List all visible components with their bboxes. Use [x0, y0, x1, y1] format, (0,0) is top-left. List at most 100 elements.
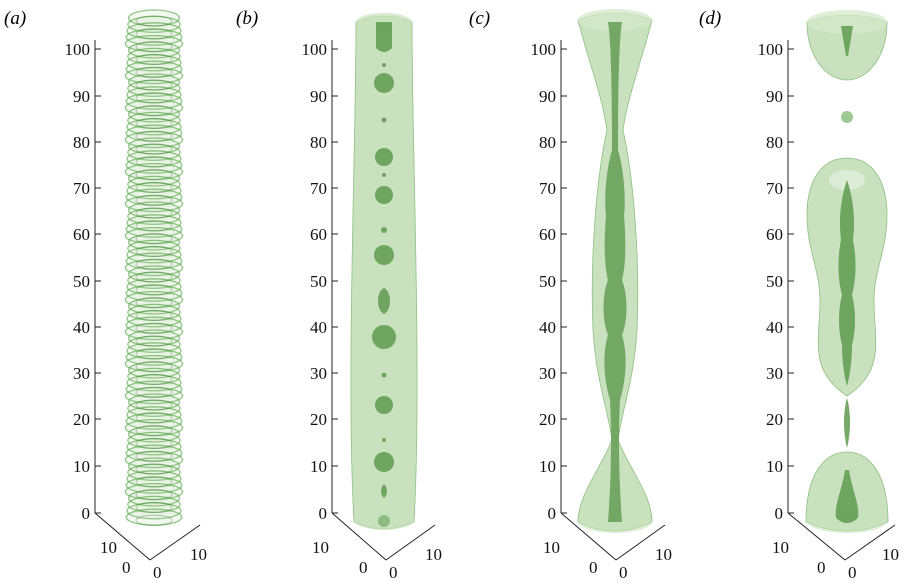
panel-label-c: (c): [469, 8, 490, 29]
inner-ring-a: [135, 450, 173, 462]
ring-a: [125, 412, 183, 430]
ring-a: [126, 502, 182, 520]
base-tick-b-left-10: 10: [312, 538, 329, 557]
tick-label-a-30: 30: [73, 364, 90, 383]
vertical-tick-labels-b: 100 90 80 70 60 50 40 30 20 10 0: [302, 40, 328, 523]
ring-a: [124, 130, 184, 149]
base-axes-a: [94, 512, 201, 561]
tick-label-d-20: 20: [766, 410, 783, 429]
ring-a: [125, 380, 183, 398]
ring-a: [127, 9, 181, 27]
ring-a: [127, 489, 181, 507]
ring-a: [126, 118, 182, 136]
inner-ring-a: [135, 425, 173, 437]
ring-a: [125, 60, 183, 78]
central-core-d: [838, 180, 856, 386]
tick-label-a-70: 70: [73, 179, 90, 198]
interior-droplets-b: [372, 22, 396, 527]
panel-label-d: (d): [699, 8, 721, 29]
ring-a: [125, 252, 183, 270]
base-tick-c-left-0: 0: [589, 558, 598, 577]
tick-label-b-60: 60: [310, 225, 327, 244]
tick-label-a-40: 40: [73, 318, 90, 337]
ring-a: [127, 111, 181, 130]
ring-a: [127, 361, 181, 379]
inner-ring-a: [135, 207, 173, 219]
inner-ring-a: [135, 322, 173, 334]
ring-a: [125, 156, 183, 174]
tick-label-c-100: 100: [531, 40, 557, 59]
ring-a: [127, 105, 181, 123]
vertical-axis-d: [787, 40, 794, 514]
base-tick-d-left-10: 10: [772, 538, 789, 557]
ring-a: [127, 175, 181, 194]
ring-a: [124, 194, 184, 213]
tick-label-b-50: 50: [310, 272, 327, 291]
ring-a: [126, 182, 182, 200]
ring-a: [127, 265, 181, 283]
ring-a: [127, 495, 181, 514]
vertical-axis-b: [331, 40, 338, 514]
droplet-b-2: [374, 73, 394, 93]
tick-label-c-50: 50: [539, 272, 556, 291]
vertical-tick-labels-c: 100 90 80 70 60 50 40 30 20 10 0: [531, 40, 557, 523]
ring-a: [124, 258, 184, 277]
top-plug-b: [376, 22, 392, 52]
panel-c: (c) 100 90 80 70 60 50 40 30 20 10 0: [469, 8, 672, 582]
tick-label-b-30: 30: [310, 364, 327, 383]
base-tick-b-right-10: 10: [425, 545, 442, 564]
inner-ring-a: [135, 284, 173, 296]
base-axes-b: [331, 512, 436, 561]
ring-a: [127, 201, 181, 219]
vertical-tick-labels-d: 100 90 80 70 60 50 40 30 20 10 0: [758, 40, 784, 523]
ring-a: [127, 143, 181, 162]
tick-label-b-0: 0: [319, 504, 328, 523]
base-tick-c-right-10: 10: [655, 545, 672, 564]
inner-ring-a: [135, 169, 173, 181]
ring-a: [125, 348, 183, 366]
bottom-bowl-core-d: [835, 470, 859, 523]
ring-a: [125, 220, 183, 238]
tick-label-d-0: 0: [775, 504, 784, 523]
droplet-b-12: [375, 396, 393, 414]
droplet-b-16: [378, 515, 390, 527]
tick-label-d-80: 80: [766, 133, 783, 152]
ring-a: [126, 374, 182, 392]
ring-a: [127, 463, 181, 482]
inner-ring-a: [135, 105, 173, 117]
ring-a: [125, 316, 183, 334]
tick-label-d-60: 60: [766, 225, 783, 244]
base-tick-a-left-0: 0: [122, 558, 131, 577]
droplet-b-8: [374, 245, 394, 265]
ring-a: [126, 406, 182, 424]
inner-ring-a: [135, 156, 173, 168]
ring-a: [127, 79, 181, 98]
ring-a: [125, 284, 183, 302]
ring-a: [127, 239, 181, 258]
inner-ring-a: [135, 130, 173, 142]
inner-ring-a: [135, 489, 173, 501]
tick-label-d-100: 100: [758, 40, 784, 59]
tick-label-a-0: 0: [82, 504, 91, 523]
droplet-b-11: [381, 372, 387, 378]
base-axes-d: [787, 512, 896, 561]
ring-a: [127, 457, 181, 475]
vertical-axis-c: [560, 40, 567, 514]
droplet-b-10: [372, 325, 396, 349]
ring-a: [126, 470, 182, 488]
ring-a: [125, 188, 183, 206]
tick-label-c-10: 10: [539, 457, 556, 476]
tick-label-a-90: 90: [73, 87, 90, 106]
ring-a: [127, 15, 181, 34]
inner-ring-a: [135, 335, 173, 347]
vertical-tick-labels-a: 100 90 80 70 60 50 40 30 20 10 0: [65, 40, 91, 523]
inner-ring-a: [135, 463, 173, 475]
ring-a: [127, 367, 181, 386]
tick-label-c-30: 30: [539, 364, 556, 383]
inner-ring-a: [135, 399, 173, 411]
base-tick-b-right-0: 0: [389, 563, 398, 582]
ring-a: [127, 303, 181, 322]
ring-a: [127, 393, 181, 411]
tick-label-c-40: 40: [539, 318, 556, 337]
inner-core-c: [603, 22, 627, 522]
